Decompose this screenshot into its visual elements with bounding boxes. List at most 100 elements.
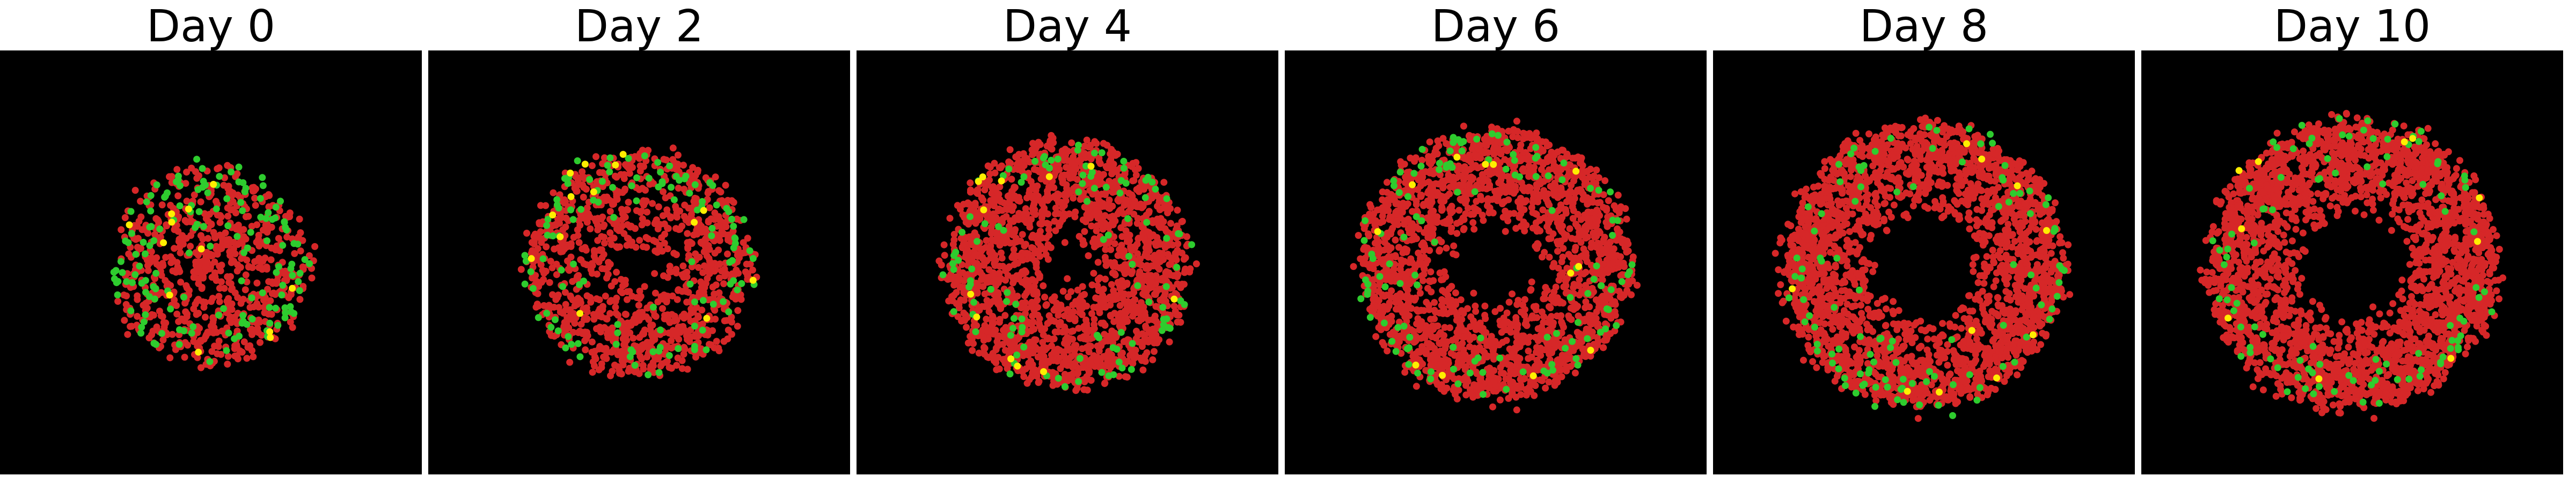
red-cell — [234, 294, 241, 301]
green-cell — [720, 298, 727, 305]
red-cell — [1071, 213, 1079, 221]
red-cell — [1135, 235, 1143, 242]
red-cell — [1008, 175, 1015, 183]
red-cell — [598, 233, 605, 240]
green-cell — [551, 316, 559, 324]
red-cell — [1040, 343, 1048, 351]
red-cell — [1067, 353, 1075, 360]
red-cell — [1026, 278, 1033, 286]
red-cell — [579, 168, 586, 175]
red-cell — [534, 302, 541, 309]
red-cell — [1056, 222, 1063, 230]
red-cell — [1006, 198, 1013, 206]
green-cell — [192, 224, 199, 231]
red-cell — [225, 295, 232, 302]
red-cell — [643, 219, 651, 226]
red-cell — [562, 214, 570, 222]
red-cell — [1013, 272, 1021, 280]
red-cell — [226, 248, 233, 255]
red-cell — [557, 248, 565, 255]
red-cell — [118, 226, 125, 233]
red-cell — [961, 317, 968, 324]
red-cell — [1032, 187, 1040, 194]
red-cell — [1057, 302, 1065, 309]
red-cell — [1001, 331, 1009, 338]
red-cell — [1079, 241, 1087, 248]
red-cell — [1460, 122, 1467, 130]
red-cell — [1080, 333, 1087, 340]
red-cell — [1138, 343, 1146, 350]
green-cell — [281, 314, 289, 321]
red-cell — [1125, 189, 1132, 197]
green-cell — [544, 216, 552, 223]
red-cell — [575, 239, 583, 246]
red-cell — [1033, 297, 1041, 304]
green-cell — [147, 192, 155, 199]
red-cell — [666, 267, 674, 275]
red-cell — [1014, 215, 1022, 223]
red-cell — [1090, 269, 1097, 277]
red-cell — [1001, 347, 1009, 354]
green-cell — [146, 242, 153, 250]
green-cell — [1075, 188, 1082, 195]
red-cell — [678, 313, 686, 320]
red-cell — [647, 365, 654, 373]
green-cell — [543, 222, 551, 229]
yellow-cell — [973, 313, 980, 321]
green-cell — [672, 173, 680, 180]
green-cell — [112, 267, 120, 274]
red-cell — [210, 316, 217, 323]
red-cell — [624, 296, 631, 303]
green-cell — [248, 316, 256, 323]
red-cell — [281, 270, 288, 277]
red-cell — [1042, 196, 1049, 203]
red-cell — [1130, 177, 1138, 184]
red-cell — [1028, 244, 1035, 251]
green-cell — [259, 182, 267, 189]
red-cell — [1077, 196, 1084, 203]
red-cell — [613, 268, 620, 276]
red-cell — [1072, 346, 1079, 353]
red-cell — [1111, 271, 1119, 279]
green-cell — [223, 195, 231, 202]
green-cell — [1048, 157, 1055, 164]
green-cell — [119, 269, 126, 276]
red-cell — [595, 366, 603, 374]
green-cell — [151, 295, 158, 303]
red-cell — [114, 298, 122, 305]
red-cell — [646, 341, 654, 348]
red-cell — [1096, 171, 1104, 179]
red-cell — [151, 231, 159, 238]
green-cell — [301, 256, 309, 264]
yellow-cell — [528, 255, 535, 262]
red-cell — [657, 293, 665, 301]
red-cell — [718, 267, 725, 275]
green-cell — [228, 168, 235, 175]
green-cell — [259, 289, 266, 297]
green-cell — [549, 232, 557, 239]
red-cell — [659, 305, 666, 312]
red-cell — [1144, 243, 1151, 250]
red-cell — [1050, 356, 1057, 364]
red-cell — [121, 317, 128, 324]
yellow-cell — [975, 178, 982, 185]
red-cell — [620, 175, 628, 182]
red-cell — [1081, 376, 1088, 383]
yellow-cell — [749, 276, 757, 284]
red-cell — [1059, 288, 1067, 295]
green-cell — [242, 185, 250, 192]
red-cell — [596, 246, 604, 253]
red-cell — [978, 194, 985, 202]
green-cell — [574, 157, 581, 165]
red-cell — [674, 151, 682, 159]
green-cell — [273, 269, 280, 276]
green-cell — [968, 265, 976, 273]
green-cell — [749, 255, 757, 262]
red-cell — [267, 297, 274, 304]
red-cell — [1054, 166, 1061, 174]
green-cell — [649, 303, 657, 311]
red-cell — [681, 201, 689, 209]
red-cell — [268, 290, 276, 297]
red-cell — [215, 338, 223, 345]
